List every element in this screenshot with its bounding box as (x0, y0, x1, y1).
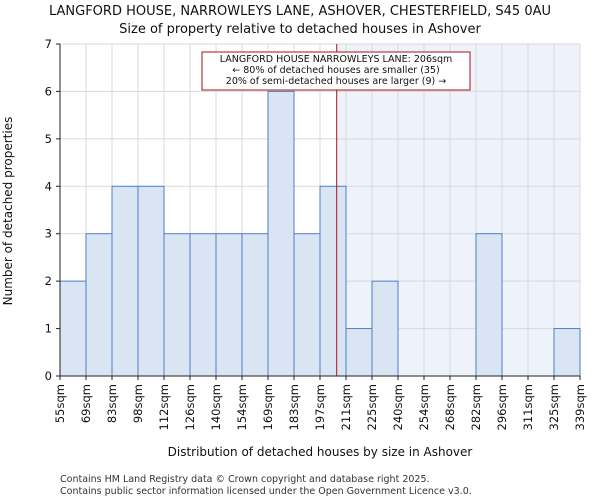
bar-83sqm (111, 185, 139, 377)
y-tick-label: 7 (45, 37, 52, 51)
bar-140sqm (215, 233, 243, 377)
x-tick-label: 296sqm (495, 384, 509, 430)
y-tick-label: 1 (45, 322, 52, 336)
x-ticks: 55sqm 69sqm 83sqm 98sqm 112sqm 126sqm 140sqm 15… (53, 376, 587, 430)
x-tick-label: 211sqm (339, 384, 353, 430)
bar-225sqm (371, 280, 399, 377)
bars (59, 90, 581, 377)
bar-282sqm (475, 233, 503, 377)
annotation-line-1: LANGFORD HOUSE NARROWLEYS LANE: 206sqm (220, 54, 453, 65)
x-axis-label: Distribution of detached houses by size … (168, 445, 473, 459)
y-tick-label: 6 (45, 84, 52, 98)
annotation-line-2: ← 80% of detached houses are smaller (35… (232, 65, 439, 76)
x-tick-label: 55sqm (53, 384, 67, 423)
annotation-box: LANGFORD HOUSE NARROWLEYS LANE: 206sqm ←… (201, 51, 471, 91)
y-ticks: 0 1 2 3 4 5 6 7 (45, 37, 60, 383)
x-tick-label: 154sqm (235, 384, 249, 430)
y-axis-label: Number of detached properties (1, 117, 15, 306)
footer-line-2: Contains public sector information licen… (60, 486, 472, 497)
x-tick-label: 339sqm (573, 384, 587, 430)
x-tick-label: 240sqm (391, 384, 405, 430)
bar-169sqm (267, 90, 295, 377)
chart-title: LANGFORD HOUSE, NARROWLEYS LANE, ASHOVER… (49, 4, 551, 19)
x-tick-label: 183sqm (287, 384, 301, 430)
chart-subtitle: Size of property relative to detached ho… (119, 22, 481, 37)
bar-126sqm (189, 233, 217, 377)
x-tick-label: 112sqm (157, 384, 171, 430)
x-tick-label: 225sqm (365, 384, 379, 430)
bar-211sqm (345, 328, 373, 377)
y-tick-label: 5 (45, 132, 52, 146)
x-tick-label: 282sqm (469, 384, 483, 430)
bar-325sqm (553, 328, 581, 377)
bar-183sqm (293, 233, 321, 377)
x-tick-label: 69sqm (79, 384, 93, 423)
x-tick-label: 140sqm (209, 384, 223, 430)
bar-154sqm (241, 233, 269, 377)
y-tick-label: 0 (45, 369, 52, 383)
bar-55sqm (59, 280, 87, 377)
x-tick-label: 254sqm (417, 384, 431, 430)
bar-98sqm (137, 185, 165, 377)
y-tick-label: 3 (45, 227, 52, 241)
x-tick-label: 98sqm (131, 384, 145, 423)
bar-69sqm (85, 233, 113, 377)
y-tick-label: 4 (45, 179, 52, 193)
x-tick-label: 169sqm (261, 384, 275, 430)
x-tick-label: 197sqm (313, 384, 327, 430)
bar-112sqm (163, 233, 191, 377)
footer-line-1: Contains HM Land Registry data © Crown c… (60, 474, 430, 485)
x-tick-label: 268sqm (443, 384, 457, 430)
x-tick-label: 126sqm (183, 384, 197, 430)
annotation-line-3: 20% of semi-detached houses are larger (… (226, 76, 446, 87)
x-tick-label: 83sqm (105, 384, 119, 423)
y-tick-label: 2 (45, 274, 52, 288)
x-tick-label: 325sqm (547, 384, 561, 430)
bar-197sqm (319, 185, 347, 377)
annotation-frame (201, 51, 471, 91)
x-tick-label: 311sqm (521, 384, 535, 430)
